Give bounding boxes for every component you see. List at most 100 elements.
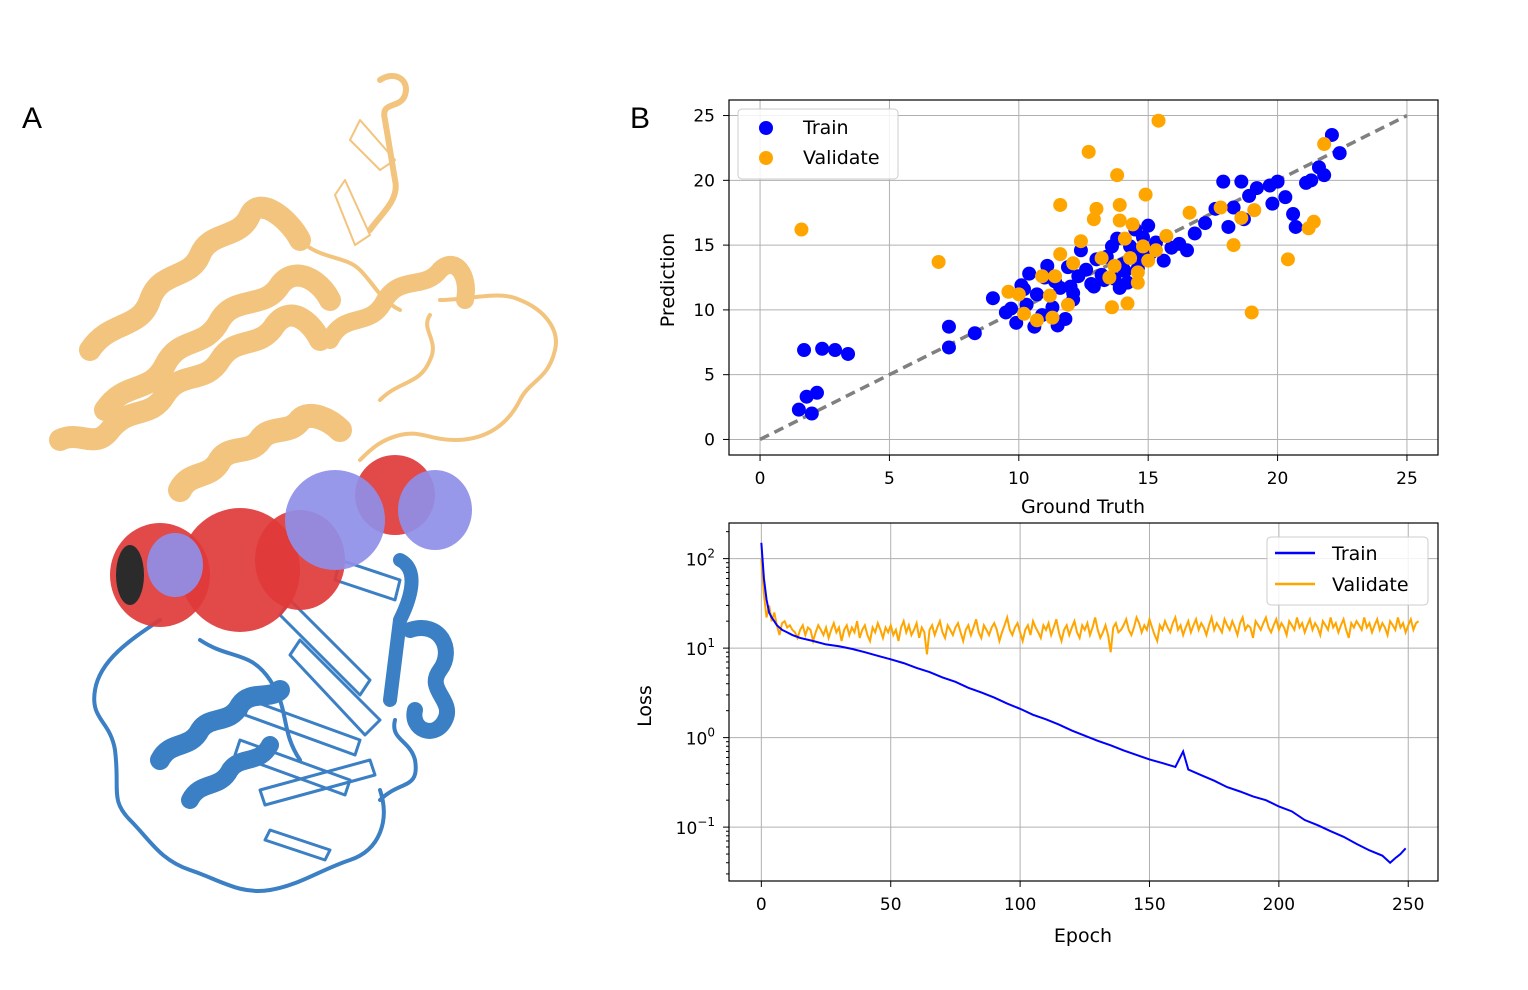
validate-point bbox=[1148, 243, 1163, 258]
tick-label-x: 150 bbox=[1133, 895, 1165, 915]
scatter-y-axis-label: Prediction bbox=[657, 233, 679, 327]
tick-label-y: 0 bbox=[704, 430, 715, 450]
legend-label-validate: Validate bbox=[1332, 574, 1409, 596]
tick-label-x: 50 bbox=[880, 895, 902, 915]
train-point bbox=[1187, 226, 1202, 241]
scatter-ticks: 0 5 10 15 20 25 0 5 10 15 20 25 bbox=[693, 107, 1417, 489]
validate-point bbox=[1120, 296, 1135, 311]
validate-point bbox=[1053, 197, 1068, 212]
lower-domain-ribbons bbox=[92, 553, 455, 893]
tick-label-x: 25 bbox=[1396, 469, 1418, 489]
validate-loss-line bbox=[760, 558, 1420, 655]
scatter-x-axis-label: Ground Truth bbox=[1021, 496, 1145, 518]
tick-label-x: 20 bbox=[1267, 469, 1289, 489]
train-point bbox=[1198, 216, 1213, 231]
pocket-sphere-blue bbox=[285, 470, 385, 570]
train-point bbox=[815, 341, 830, 356]
validate-point bbox=[1011, 287, 1026, 302]
tick-label-y: 100 bbox=[686, 726, 715, 750]
train-point bbox=[804, 406, 819, 421]
train-point bbox=[1040, 258, 1055, 273]
train-point bbox=[1324, 127, 1339, 142]
validate-point bbox=[1112, 213, 1127, 228]
scatter-plot-frame bbox=[728, 99, 1439, 456]
train-point bbox=[791, 402, 806, 417]
validate-point bbox=[1089, 201, 1104, 216]
validate-point bbox=[1112, 197, 1127, 212]
train-point bbox=[941, 340, 956, 355]
validate-point bbox=[1073, 234, 1088, 249]
train-point bbox=[1226, 200, 1241, 215]
validate-point bbox=[1130, 265, 1145, 280]
tick-label-x: 0 bbox=[755, 469, 766, 489]
tick-label-y: 102 bbox=[686, 547, 715, 571]
tick-label-y: 10 bbox=[693, 301, 715, 321]
loss-legend: Train Validate bbox=[1266, 536, 1429, 606]
tick-label-x: 100 bbox=[1004, 895, 1036, 915]
tick-label-y: 15 bbox=[693, 236, 715, 256]
tick-label-x: 0 bbox=[756, 895, 767, 915]
train-point bbox=[1249, 181, 1264, 196]
train-point bbox=[1084, 276, 1099, 291]
validate-point bbox=[1094, 251, 1109, 266]
train-point bbox=[967, 326, 982, 341]
train-point bbox=[1141, 218, 1156, 233]
train-point bbox=[1299, 175, 1314, 190]
train-point bbox=[1120, 275, 1135, 290]
train-point bbox=[941, 319, 956, 334]
scatter-chart: 0 5 10 15 20 25 0 5 10 15 20 25 Ground Truth Predic… bbox=[657, 99, 1439, 518]
train-point bbox=[841, 346, 856, 361]
train-point bbox=[1004, 301, 1019, 316]
validate-point bbox=[1125, 217, 1140, 232]
train-point bbox=[1288, 219, 1303, 234]
scatter-points bbox=[791, 113, 1347, 421]
train-point bbox=[797, 343, 812, 358]
validate-point bbox=[1035, 269, 1050, 284]
binding-pocket-spheres bbox=[110, 455, 472, 632]
tick-label-y: 20 bbox=[693, 171, 715, 191]
train-point bbox=[1278, 190, 1293, 205]
validate-point bbox=[1226, 238, 1241, 253]
loss-y-axis-label: Loss bbox=[634, 685, 656, 727]
tick-label-y: 10−1 bbox=[676, 815, 715, 839]
pocket-sphere-blue bbox=[398, 470, 472, 550]
train-point bbox=[1022, 266, 1037, 281]
train-point bbox=[1156, 253, 1171, 268]
validate-point bbox=[1136, 239, 1151, 254]
train-point bbox=[1216, 174, 1231, 189]
validate-point bbox=[1081, 144, 1096, 159]
train-point bbox=[1221, 219, 1236, 234]
validate-point bbox=[1060, 297, 1075, 312]
validate-point bbox=[1213, 200, 1228, 215]
validate-point bbox=[1110, 168, 1125, 183]
pocket-sphere-blue bbox=[147, 533, 203, 597]
validate-point bbox=[1130, 275, 1145, 290]
validate-point bbox=[1234, 210, 1249, 225]
validate-point bbox=[1016, 306, 1031, 321]
train-point bbox=[1317, 168, 1332, 183]
tick-label-x: 250 bbox=[1392, 895, 1424, 915]
validate-point bbox=[1107, 258, 1122, 273]
validate-point bbox=[794, 222, 809, 237]
protein-illustration bbox=[49, 73, 558, 893]
scatter-legend: Train Validate bbox=[737, 108, 899, 180]
train-point bbox=[1009, 315, 1024, 330]
validate-point bbox=[931, 254, 946, 269]
tick-label-y: 5 bbox=[704, 366, 715, 386]
train-point bbox=[828, 343, 843, 358]
train-point bbox=[1234, 174, 1249, 189]
validate-point bbox=[1117, 231, 1132, 246]
validate-point bbox=[1141, 253, 1156, 268]
train-point bbox=[1265, 196, 1280, 211]
validate-point bbox=[1029, 313, 1044, 328]
validate-point bbox=[1247, 203, 1262, 218]
validate-point bbox=[1159, 229, 1174, 244]
train-point bbox=[1079, 262, 1094, 277]
pocket-sphere-hole bbox=[116, 545, 144, 605]
tick-label-y: 25 bbox=[693, 107, 715, 127]
train-point bbox=[1045, 300, 1060, 315]
validate-point bbox=[1280, 252, 1295, 267]
legend-label-train: Train bbox=[802, 117, 849, 139]
tick-label-x: 10 bbox=[1008, 469, 1030, 489]
